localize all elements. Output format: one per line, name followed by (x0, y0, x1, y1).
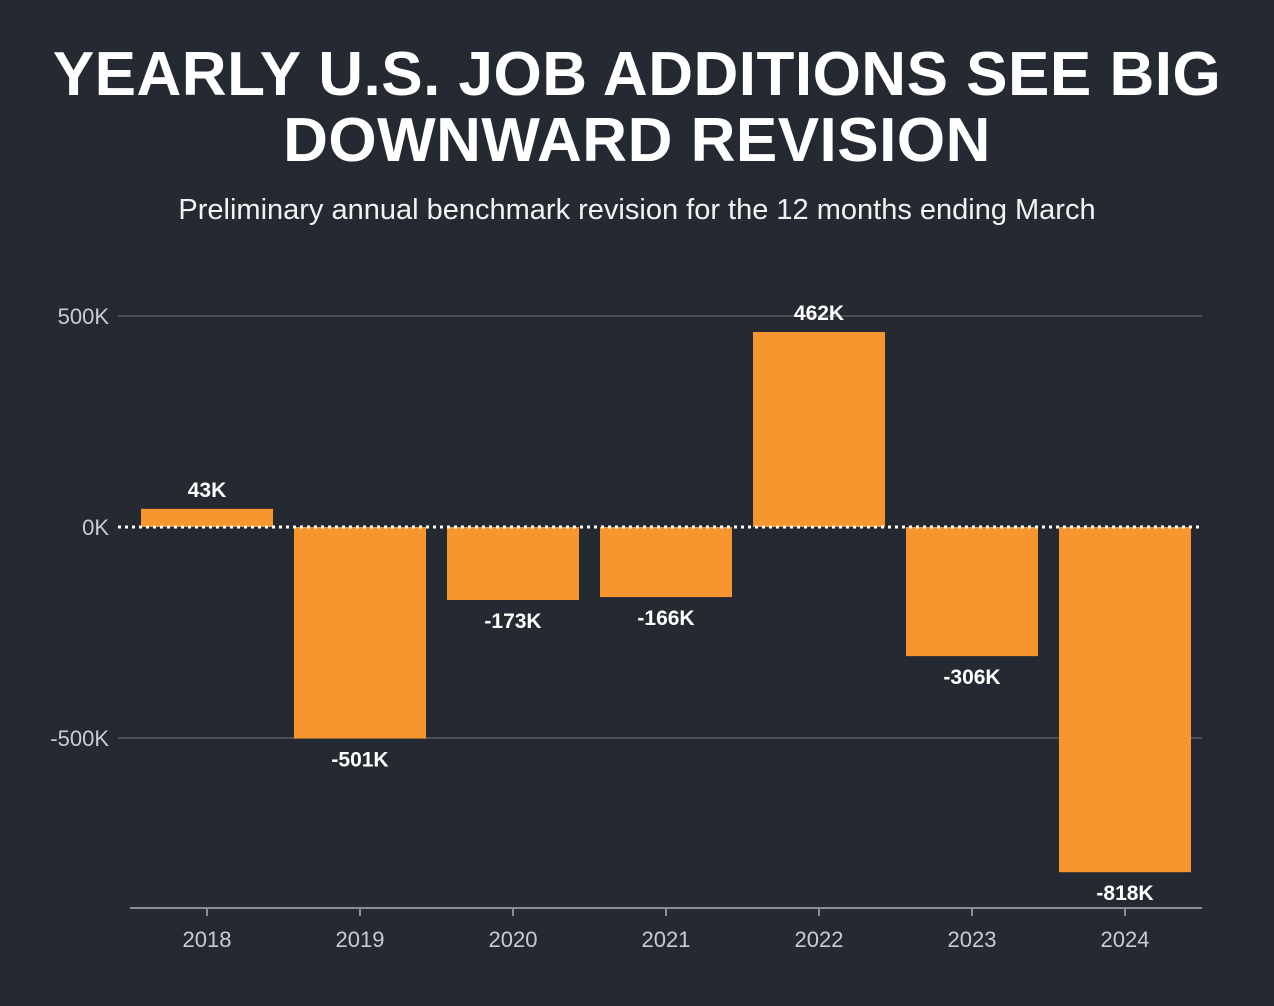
x-tick-label: 2022 (795, 927, 844, 952)
bar-2021 (600, 527, 732, 598)
data-label: -306K (943, 666, 1000, 689)
axes: 500K 0K -500K 2018 2019 2020 2021 2022 2023 2024 (50, 304, 1202, 952)
bar-2020 (447, 527, 579, 601)
x-tick-label: 2021 (642, 927, 691, 952)
bar-2024 (1059, 527, 1191, 873)
x-tick-label: 2024 (1101, 927, 1150, 952)
chart-title: YEARLY U.S. JOB ADDITIONS SEE BIG DOWNWA… (52, 40, 1222, 175)
bars (141, 332, 1191, 873)
data-label: -501K (331, 748, 388, 771)
bar-2018 (141, 508, 273, 527)
x-tick-label: 2018 (183, 927, 232, 952)
bar-2022 (753, 332, 885, 527)
data-label: -173K (484, 610, 541, 633)
y-tick-label: 0K (82, 515, 109, 540)
data-label: -166K (637, 607, 694, 630)
chart-subtitle: Preliminary annual benchmark revision fo… (178, 194, 1096, 226)
x-tick-label: 2023 (948, 927, 997, 952)
data-labels: 43K -501K -173K -166K 462K -306K -818K (188, 302, 1154, 905)
x-tick-label: 2019 (336, 927, 385, 952)
y-tick-label: -500K (50, 726, 109, 751)
y-tick-label: 500K (58, 304, 110, 329)
data-label: 462K (794, 302, 844, 325)
x-tick-label: 2020 (489, 927, 538, 952)
data-label: -818K (1096, 882, 1153, 905)
data-label: 43K (188, 479, 227, 502)
bar-2023 (906, 527, 1038, 657)
bar-2019 (294, 527, 426, 739)
